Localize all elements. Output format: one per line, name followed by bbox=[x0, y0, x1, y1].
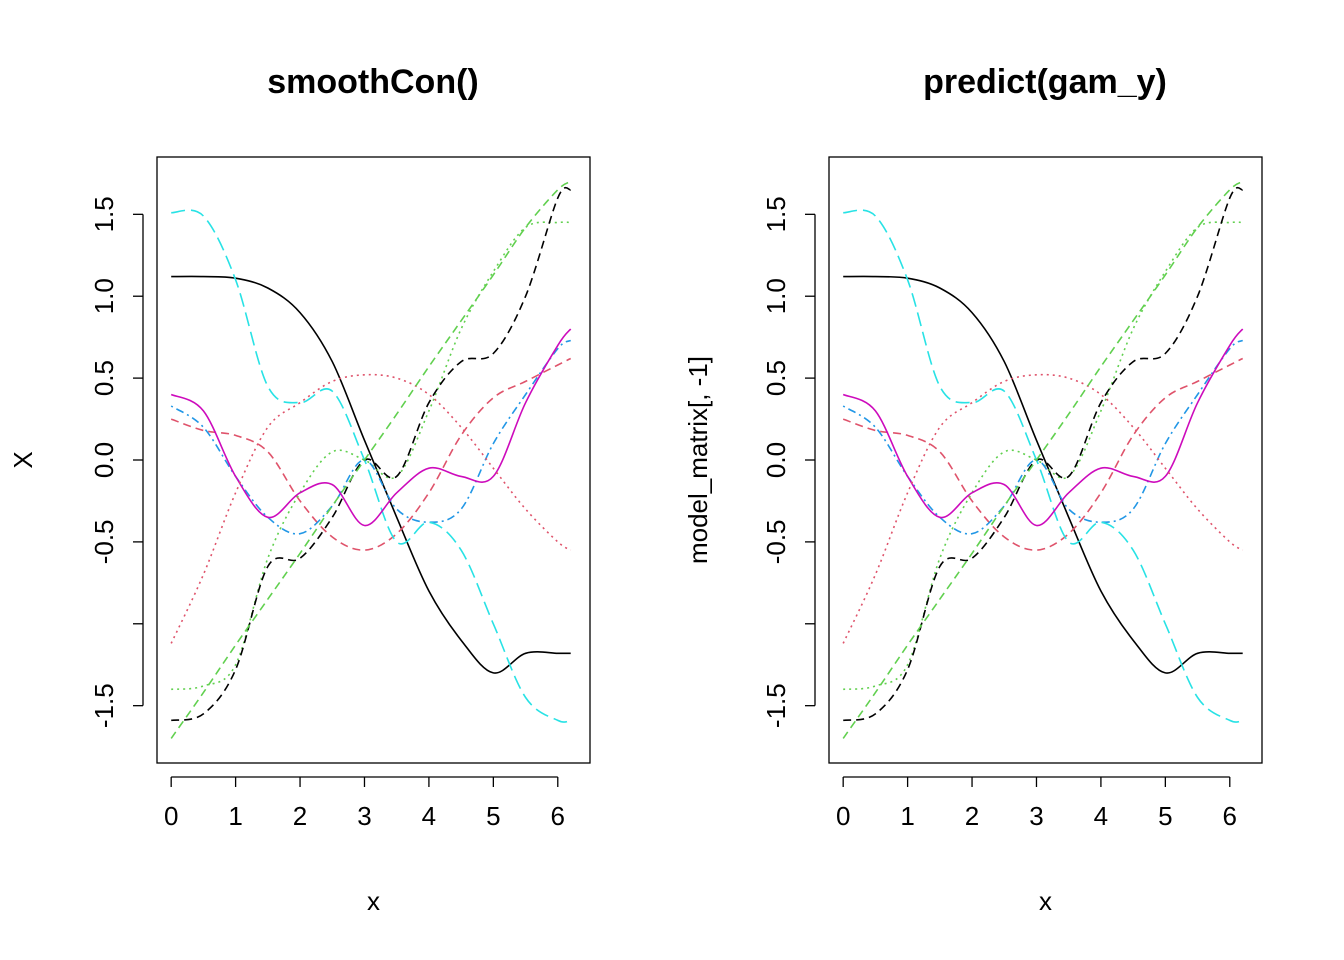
x-tick-label: 4 bbox=[422, 801, 436, 831]
y-tick-label: 1.5 bbox=[761, 196, 791, 232]
x-tick-label: 4 bbox=[1094, 801, 1108, 831]
series-line-9 bbox=[842, 180, 1244, 739]
series-line-4 bbox=[170, 339, 572, 535]
y-tick-label: 1.0 bbox=[761, 278, 791, 314]
series-line-6 bbox=[170, 328, 572, 527]
x-tick-label: 0 bbox=[836, 801, 850, 831]
y-tick-label: 1.0 bbox=[89, 278, 119, 314]
series-line-9 bbox=[170, 180, 572, 739]
series-line-4 bbox=[842, 339, 1244, 535]
series-line-3 bbox=[171, 221, 571, 691]
x-tick-label: 0 bbox=[164, 801, 178, 831]
series-line-5 bbox=[171, 209, 571, 723]
series-line-1 bbox=[843, 275, 1243, 674]
plot-frame bbox=[156, 156, 591, 764]
x-tick-label: 1 bbox=[228, 801, 242, 831]
chart-panel-2: predict(gam_y) 0 1 2 3 4 5 6 x -1.5 -0.5 0.0 0.5 1.0 1… bbox=[683, 63, 1263, 916]
series-line-6 bbox=[842, 328, 1244, 527]
x-tick-label: 5 bbox=[486, 801, 500, 831]
y-axis-label: X bbox=[8, 451, 38, 468]
x-tick-label: 6 bbox=[551, 801, 565, 831]
chart-panel-1: smoothCon() 0 1 2 3 4 5 6 x -1.5 -0.5 0.0 0.5 1.0 1.5 X bbox=[8, 63, 591, 916]
x-axis-label: x bbox=[367, 886, 380, 916]
series-line-3 bbox=[843, 221, 1243, 691]
y-tick-label: 0.0 bbox=[89, 442, 119, 478]
y-tick-label: -1.5 bbox=[761, 683, 791, 728]
y-axis-label: model_matrix[, -1] bbox=[683, 356, 713, 564]
y-tick-label: -0.5 bbox=[89, 519, 119, 564]
x-tick-label: 2 bbox=[965, 801, 979, 831]
y-tick-label: -1.5 bbox=[89, 683, 119, 728]
x-tick-label: 1 bbox=[900, 801, 914, 831]
x-tick-label: 3 bbox=[1029, 801, 1043, 831]
series-line-2 bbox=[842, 357, 1244, 551]
x-tick-label: 6 bbox=[1223, 801, 1237, 831]
series-line-8 bbox=[170, 373, 572, 644]
y-tick-label: -0.5 bbox=[761, 519, 791, 564]
series-line-5 bbox=[843, 209, 1243, 723]
y-tick-label: 0.0 bbox=[761, 442, 791, 478]
x-tick-label: 3 bbox=[357, 801, 371, 831]
x-tick-label: 2 bbox=[293, 801, 307, 831]
chart-title: predict(gam_y) bbox=[923, 63, 1167, 101]
y-tick-label: 0.5 bbox=[761, 360, 791, 396]
plot-frame bbox=[828, 156, 1263, 764]
series-line-7 bbox=[843, 186, 1244, 722]
x-tick-label: 5 bbox=[1158, 801, 1172, 831]
y-tick-label: 1.5 bbox=[89, 196, 119, 232]
x-axis-label: x bbox=[1039, 886, 1052, 916]
series-line-2 bbox=[170, 357, 572, 551]
series-line-8 bbox=[842, 373, 1244, 644]
series-line-7 bbox=[171, 186, 572, 722]
series-line-1 bbox=[171, 275, 571, 674]
chart-title: smoothCon() bbox=[267, 63, 479, 101]
y-tick-label: 0.5 bbox=[89, 360, 119, 396]
